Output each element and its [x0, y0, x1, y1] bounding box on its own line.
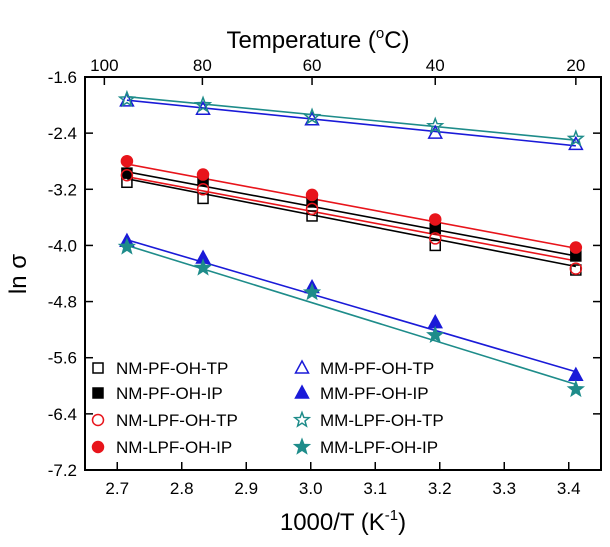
data-point [305, 202, 319, 216]
legend-marker [91, 413, 105, 427]
plot-frame [84, 76, 602, 471]
data-point [193, 95, 213, 113]
y-axis-title: ln σ [5, 254, 32, 294]
legend-marker [92, 362, 104, 374]
x-tick-label: 3.2 [428, 479, 452, 498]
legend-label: MM-PF-OH-IP [320, 384, 429, 403]
fit-line [126, 239, 577, 373]
x-axis-title: 1000/T (K-1) [280, 507, 406, 536]
data-point [197, 192, 209, 205]
y-tick-label: -5.6 [48, 349, 77, 368]
top-tick-label: 20 [566, 56, 585, 75]
top-tick-label: 80 [193, 56, 212, 75]
top-tick-label: 100 [90, 56, 118, 75]
legend-marker [92, 387, 104, 399]
legend-label: NM-LPF-OH-IP [116, 438, 232, 457]
top-tick-label: 40 [426, 56, 445, 75]
x-tick-label: 2.8 [170, 479, 194, 498]
legend-label: MM-LPF-OH-TP [320, 411, 444, 430]
data-point [306, 210, 318, 222]
data-point [117, 237, 137, 255]
y-tick-label: -3.2 [48, 180, 77, 199]
top-tick-label: 60 [303, 56, 322, 75]
x-tick-label: 3.0 [299, 479, 323, 498]
fit-lines [126, 95, 577, 386]
legend-label: NM-LPF-OH-TP [116, 411, 238, 430]
data-point [305, 188, 319, 202]
axis-ticks: 2.7 2.8 2.9 3.0 3.1 3.2 3.3 3.4 -1.6 -2.4 -3.2 -4.0… [48, 56, 601, 498]
data-point [193, 258, 213, 276]
fit-line [126, 170, 576, 257]
y-tick-label: -7.2 [48, 461, 77, 480]
data-point [569, 262, 583, 275]
y-tick-label: -2.4 [48, 124, 77, 143]
data-point [426, 116, 445, 134]
data-point [566, 379, 586, 398]
data-point [120, 154, 134, 168]
x-tick-label: 2.9 [234, 479, 258, 498]
fit-line [126, 163, 576, 250]
data-markers [117, 89, 586, 398]
y-tick-label: -4.0 [48, 236, 77, 255]
x-tick-label: 2.7 [105, 479, 129, 498]
data-point [429, 239, 441, 252]
fit-line [126, 95, 576, 141]
data-point [302, 282, 322, 301]
x-tick-label: 3.3 [492, 479, 516, 498]
y-tick-label: -4.8 [48, 293, 77, 312]
data-point [120, 169, 134, 182]
data-point [196, 183, 210, 196]
legend-label: NM-PF-OH-TP [116, 359, 228, 378]
fit-line [126, 177, 576, 268]
fit-line [126, 175, 576, 262]
legend: NM-PF-OH-TP NM-PF-OH-IP NM-LPF-OH-TP NM-LPF… [91, 359, 444, 457]
legend-marker [292, 410, 312, 428]
legend-marker [294, 359, 310, 374]
data-point [566, 129, 586, 147]
data-point [426, 325, 445, 344]
y-tick-label: -1.6 [48, 68, 77, 87]
legend-label: MM-PF-OH-TP [320, 359, 434, 378]
data-point [302, 107, 322, 125]
data-point [428, 232, 442, 245]
legend-marker [91, 440, 105, 454]
fit-line [126, 99, 576, 147]
data-point [569, 241, 583, 254]
data-point [117, 89, 137, 108]
data-point [428, 213, 442, 226]
legend-label: NM-PF-OH-IP [116, 384, 223, 403]
top-axis-title: Temperature (oC) [226, 25, 409, 54]
legend-marker [292, 437, 312, 455]
x-tick-label: 3.1 [363, 479, 387, 498]
data-point [196, 168, 210, 181]
x-tick-label: 3.4 [557, 479, 581, 498]
y-tick-label: -6.4 [48, 405, 77, 424]
legend-label: MM-LPF-OH-IP [320, 438, 438, 457]
legend-marker [294, 384, 310, 399]
